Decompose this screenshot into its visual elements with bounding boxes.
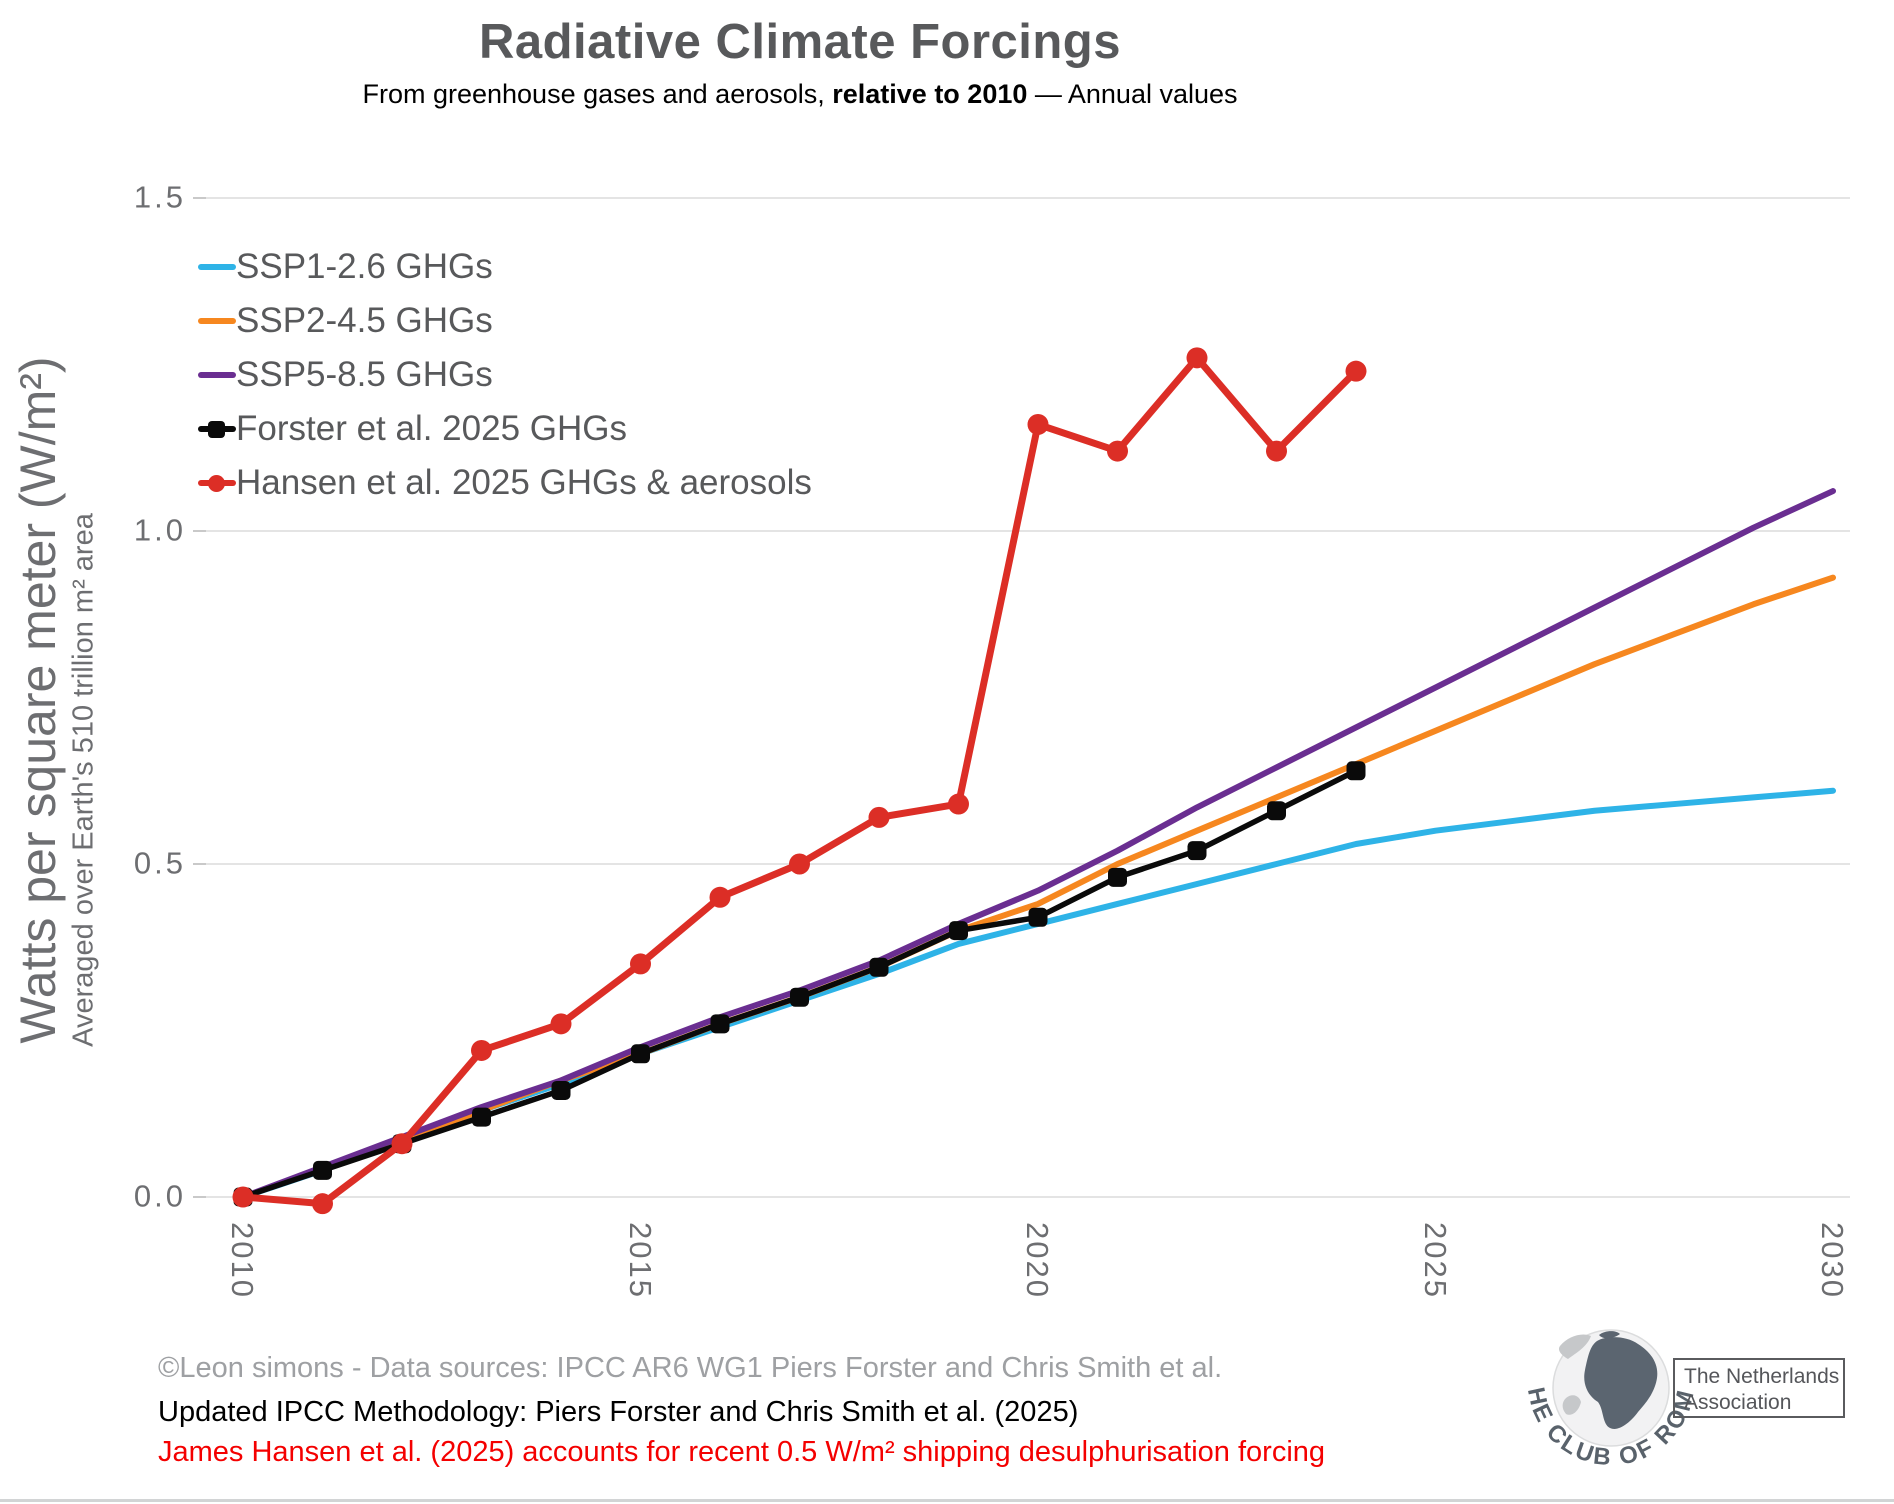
data-marker-square	[790, 987, 809, 1007]
legend-item-forster: Forster et al. 2025 GHGs	[198, 402, 812, 456]
club-of-rome-arc-text: THE CLUB OF ROME	[0, 0, 1698, 1472]
chart-header: Radiative Climate Forcings From greenhou…	[0, 14, 1600, 110]
badge-line-1: The Netherlands	[1684, 1365, 1840, 1388]
chart-subtitle: From greenhouse gases and aerosols, rela…	[0, 79, 1600, 110]
footer-credit-sources: ©Leon simons - Data sources: IPCC AR6 WG…	[158, 1352, 1223, 1384]
y-axis-label-main: Watts per square meter (W/m²)	[10, 356, 66, 1044]
globe-land-africa-eurasia	[1584, 1337, 1658, 1429]
data-marker-square	[710, 1014, 730, 1034]
bottom-divider	[0, 1499, 1894, 1502]
legend-label: SSP2-4.5 GHGs	[236, 301, 493, 340]
legend-label: Hansen et al. 2025 GHGs & aerosols	[236, 463, 812, 502]
data-marker-circle	[709, 886, 731, 908]
globe-land-north	[1599, 1331, 1620, 1339]
data-marker-circle	[312, 1193, 333, 1215]
legend-item-ssp5-8-5: SSP5-8.5 GHGs	[198, 348, 812, 402]
data-marker-circle	[1266, 440, 1287, 462]
data-marker-square	[949, 921, 968, 941]
data-marker-circle	[868, 806, 890, 828]
page-title: Radiative Climate Forcings	[478, 15, 1121, 69]
legend-swatch-line-circle	[198, 472, 236, 494]
legend-swatch-line	[198, 256, 236, 278]
data-marker-circle	[471, 1039, 492, 1061]
data-marker-square	[313, 1160, 332, 1180]
data-marker-square	[1267, 801, 1286, 821]
data-marker-circle	[1345, 360, 1367, 382]
series-line-1	[240, 787, 1836, 1200]
data-marker-circle	[948, 793, 969, 815]
subtitle-suffix: — Annual values	[1027, 79, 1238, 109]
legend-swatch-line-square	[198, 418, 236, 440]
legend: SSP1-2.6 GHGs SSP2-4.5 GHGs SSP5-8.5 GHG…	[198, 240, 812, 510]
y-tick-label: 0.5	[133, 845, 186, 881]
badge-line-2: Association	[1684, 1390, 1792, 1414]
legend-item-ssp1-2-6: SSP1-2.6 GHGs	[198, 240, 812, 294]
data-marker-circle	[550, 1013, 572, 1035]
footer-methodology-note: Updated IPCC Methodology: Piers Forster …	[158, 1396, 1079, 1428]
data-marker-square	[869, 957, 889, 977]
globe-land-west	[1558, 1334, 1591, 1359]
legend-item-hansen: Hansen et al. 2025 GHGs & aerosols	[198, 456, 812, 510]
data-marker-square	[1187, 841, 1207, 861]
data-marker-circle	[1027, 413, 1049, 435]
data-marker-square	[631, 1044, 650, 1064]
club-of-rome-logo: THE CLUB OF ROME	[0, 0, 1698, 1472]
netherlands-association-badge: The Netherlands Association	[1673, 1358, 1845, 1418]
y-tick-label: 0.0	[133, 1178, 186, 1214]
data-marker-circle	[789, 853, 810, 875]
data-marker-square	[1108, 867, 1127, 887]
y-axis-tick-labels: 1.5 1.0 0.5 0.0	[90, 0, 186, 1504]
data-marker-circle	[391, 1133, 413, 1155]
globe-land-south	[1562, 1395, 1581, 1415]
data-marker-circle	[1107, 440, 1128, 462]
y-tick-label: 1.5	[133, 179, 186, 215]
y-tick-label: 1.0	[133, 512, 186, 548]
legend-swatch-line	[198, 310, 236, 332]
subtitle-prefix: From greenhouse gases and aerosols,	[362, 79, 833, 109]
legend-label: Forster et al. 2025 GHGs	[236, 409, 627, 448]
data-marker-square	[1346, 761, 1366, 781]
data-marker-circle	[630, 953, 651, 975]
subtitle-bold: relative to 2010	[832, 79, 1028, 109]
data-marker-square	[472, 1107, 491, 1127]
footer-hansen-note: James Hansen et al. (2025) accounts for …	[158, 1436, 1326, 1468]
legend-label: SSP5-8.5 GHGs	[236, 355, 493, 394]
legend-label: SSP1-2.6 GHGs	[236, 247, 493, 286]
data-marker-square	[551, 1080, 571, 1100]
series-line-3	[240, 488, 1836, 1200]
data-marker-square	[1028, 907, 1048, 927]
data-marker-circle	[1186, 347, 1208, 369]
legend-swatch-line	[198, 364, 236, 386]
data-marker-circle	[232, 1186, 254, 1208]
legend-item-ssp2-4-5: SSP2-4.5 GHGs	[198, 294, 812, 348]
